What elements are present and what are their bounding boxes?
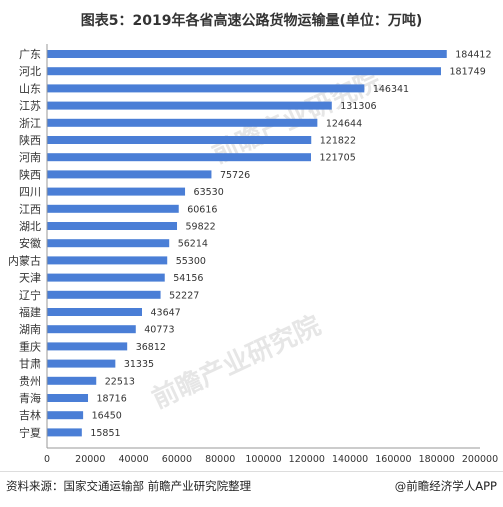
bar [47, 394, 89, 402]
data-label: 59822 [186, 222, 216, 233]
data-label: 16450 [92, 411, 122, 422]
bar [47, 428, 82, 437]
data-label: 121822 [320, 136, 356, 147]
category-label: 内蒙古 [8, 253, 41, 267]
data-label: 36812 [136, 342, 166, 353]
category-label: 甘肃 [19, 358, 41, 371]
source-note: 资料来源：国家交通运输部 前瞻产业研究院整理 [6, 479, 252, 493]
x-tick-label: 100000 [245, 454, 281, 465]
category-label: 重庆 [19, 339, 41, 353]
data-label: 181749 [449, 67, 485, 78]
data-label: 131306 [340, 101, 376, 112]
data-label: 18716 [97, 394, 127, 405]
category-label: 天津 [19, 272, 41, 285]
bar [47, 118, 318, 127]
x-tick-label: 20000 [75, 454, 105, 465]
bar [47, 153, 311, 162]
data-label: 56214 [178, 239, 208, 250]
data-label: 15851 [90, 428, 120, 439]
bar [47, 170, 212, 179]
x-tick-label: 160000 [375, 454, 411, 465]
x-tick-label: 0 [44, 454, 50, 465]
category-label: 广东 [19, 48, 41, 61]
category-label: 辽宁 [19, 288, 41, 302]
bar [47, 342, 128, 351]
bar [47, 273, 165, 282]
category-label: 福建 [19, 305, 41, 319]
category-label: 河南 [19, 151, 41, 164]
x-tick-label: 80000 [205, 454, 235, 465]
credit-note: @前瞻经济学人APP [394, 479, 497, 493]
x-tick-label: 200000 [462, 454, 498, 465]
bar [47, 325, 136, 334]
bar [47, 359, 116, 368]
x-tick-label: 180000 [419, 454, 455, 465]
bar [47, 256, 168, 265]
category-label: 湖南 [19, 323, 41, 336]
category-label: 贵州 [19, 375, 41, 388]
bar [47, 308, 142, 316]
bar [47, 136, 312, 144]
data-label: 31335 [124, 359, 154, 370]
bar [47, 222, 178, 230]
category-label: 陕西 [19, 133, 41, 147]
chart-title: 图表5：2019年各省高速公路货物运输量(单位：万吨) [80, 13, 423, 29]
data-label: 52227 [169, 290, 199, 301]
category-label: 山东 [19, 82, 41, 95]
data-label: 184412 [455, 50, 491, 61]
bar [47, 187, 186, 196]
data-label: 54156 [173, 273, 203, 284]
data-label: 40773 [144, 325, 174, 336]
data-label: 60616 [187, 204, 217, 215]
category-label: 安徽 [19, 236, 41, 250]
category-label: 江苏 [19, 100, 41, 113]
bar [47, 376, 97, 385]
x-tick-label: 60000 [162, 454, 192, 465]
data-label: 75726 [220, 170, 250, 181]
data-label: 43647 [150, 308, 180, 319]
bar [47, 411, 84, 420]
category-label: 青海 [19, 391, 41, 405]
footer-divider [0, 471, 503, 472]
data-label: 124644 [326, 118, 362, 129]
bar [47, 50, 447, 58]
category-label: 湖北 [19, 220, 41, 233]
category-label: 河北 [19, 65, 41, 78]
x-tick-label: 40000 [118, 454, 148, 465]
x-tick-label: 140000 [332, 454, 368, 465]
bar [47, 239, 170, 248]
bar [47, 290, 161, 299]
data-label: 63530 [194, 187, 224, 198]
bar [47, 204, 179, 213]
bar [47, 101, 332, 110]
x-tick-label: 120000 [289, 454, 325, 465]
data-label: 55300 [176, 256, 206, 267]
category-label: 浙江 [19, 117, 41, 130]
bar [47, 67, 441, 76]
category-label: 江西 [19, 203, 41, 216]
data-label: 22513 [105, 376, 135, 387]
category-label: 宁夏 [19, 425, 41, 439]
category-label: 陕西 [19, 167, 41, 181]
data-label: 121705 [319, 153, 355, 164]
category-label: 吉林 [19, 408, 41, 422]
bar [47, 84, 365, 93]
data-label: 146341 [373, 84, 409, 95]
category-label: 四川 [19, 186, 41, 199]
